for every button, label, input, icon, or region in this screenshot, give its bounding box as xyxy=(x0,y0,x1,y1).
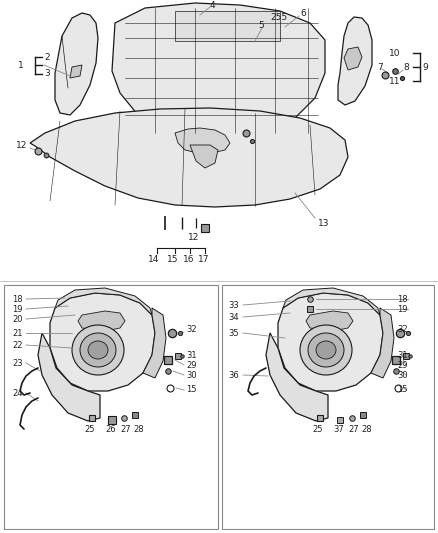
Ellipse shape xyxy=(300,325,352,375)
Text: 37: 37 xyxy=(333,424,344,433)
Text: 16: 16 xyxy=(183,255,194,264)
Polygon shape xyxy=(278,293,383,391)
Text: 32: 32 xyxy=(397,326,408,335)
Text: 23: 23 xyxy=(12,359,23,367)
Text: 31: 31 xyxy=(397,351,408,359)
Text: 8: 8 xyxy=(403,63,409,72)
Text: 4: 4 xyxy=(210,1,215,10)
Text: 27: 27 xyxy=(120,424,131,433)
Text: 18: 18 xyxy=(12,295,23,303)
Text: 30: 30 xyxy=(186,370,197,379)
Text: 17: 17 xyxy=(198,255,209,264)
Ellipse shape xyxy=(308,333,344,367)
Polygon shape xyxy=(4,285,218,529)
Ellipse shape xyxy=(80,333,116,367)
Text: 26: 26 xyxy=(105,424,116,433)
Text: 29: 29 xyxy=(398,360,408,369)
Polygon shape xyxy=(306,311,353,331)
Text: 7: 7 xyxy=(377,62,383,71)
Polygon shape xyxy=(50,293,155,391)
Polygon shape xyxy=(78,311,125,331)
Polygon shape xyxy=(344,47,362,70)
Text: 12: 12 xyxy=(188,233,199,243)
Polygon shape xyxy=(55,288,152,315)
Polygon shape xyxy=(143,308,166,378)
Text: 15: 15 xyxy=(398,385,408,394)
Text: 15: 15 xyxy=(186,385,197,394)
Text: 25: 25 xyxy=(312,424,322,433)
Text: 35: 35 xyxy=(228,328,239,337)
Text: 11: 11 xyxy=(389,77,400,85)
Text: 28: 28 xyxy=(133,424,144,433)
Polygon shape xyxy=(38,333,100,421)
Text: 9: 9 xyxy=(422,62,428,71)
Text: 20: 20 xyxy=(12,314,22,324)
Text: 18: 18 xyxy=(397,295,408,303)
Text: 33: 33 xyxy=(228,301,239,310)
Ellipse shape xyxy=(88,341,108,359)
Text: 32: 32 xyxy=(186,326,197,335)
Text: 31: 31 xyxy=(186,351,197,359)
Text: 255: 255 xyxy=(270,13,287,22)
Text: 27: 27 xyxy=(348,424,359,433)
Polygon shape xyxy=(222,285,434,529)
Text: 24: 24 xyxy=(12,389,22,398)
Text: 10: 10 xyxy=(389,49,400,58)
Text: 3: 3 xyxy=(44,69,50,78)
Polygon shape xyxy=(338,17,372,105)
Text: 28: 28 xyxy=(361,424,371,433)
Text: 22: 22 xyxy=(12,341,22,350)
Polygon shape xyxy=(190,145,218,168)
Text: 30: 30 xyxy=(397,370,408,379)
Polygon shape xyxy=(30,108,348,207)
Text: 5: 5 xyxy=(258,21,264,30)
Ellipse shape xyxy=(316,341,336,359)
Polygon shape xyxy=(175,11,280,41)
Polygon shape xyxy=(266,333,328,421)
Polygon shape xyxy=(55,13,98,115)
Text: 34: 34 xyxy=(228,312,239,321)
Text: 29: 29 xyxy=(186,360,197,369)
Text: 14: 14 xyxy=(148,255,159,264)
Text: 21: 21 xyxy=(12,328,22,337)
Polygon shape xyxy=(70,65,82,78)
Text: 1: 1 xyxy=(18,61,24,69)
Text: 19: 19 xyxy=(398,304,408,313)
Polygon shape xyxy=(371,308,394,378)
Text: 25: 25 xyxy=(84,424,95,433)
Polygon shape xyxy=(175,128,230,153)
Polygon shape xyxy=(112,3,325,137)
Ellipse shape xyxy=(72,325,124,375)
Text: 36: 36 xyxy=(228,370,239,379)
Text: 15: 15 xyxy=(167,255,179,264)
Text: 2: 2 xyxy=(44,52,49,61)
Text: 6: 6 xyxy=(300,9,306,18)
Text: 19: 19 xyxy=(12,304,22,313)
Polygon shape xyxy=(283,288,380,315)
Text: 13: 13 xyxy=(318,219,329,228)
Text: 12: 12 xyxy=(16,141,27,150)
